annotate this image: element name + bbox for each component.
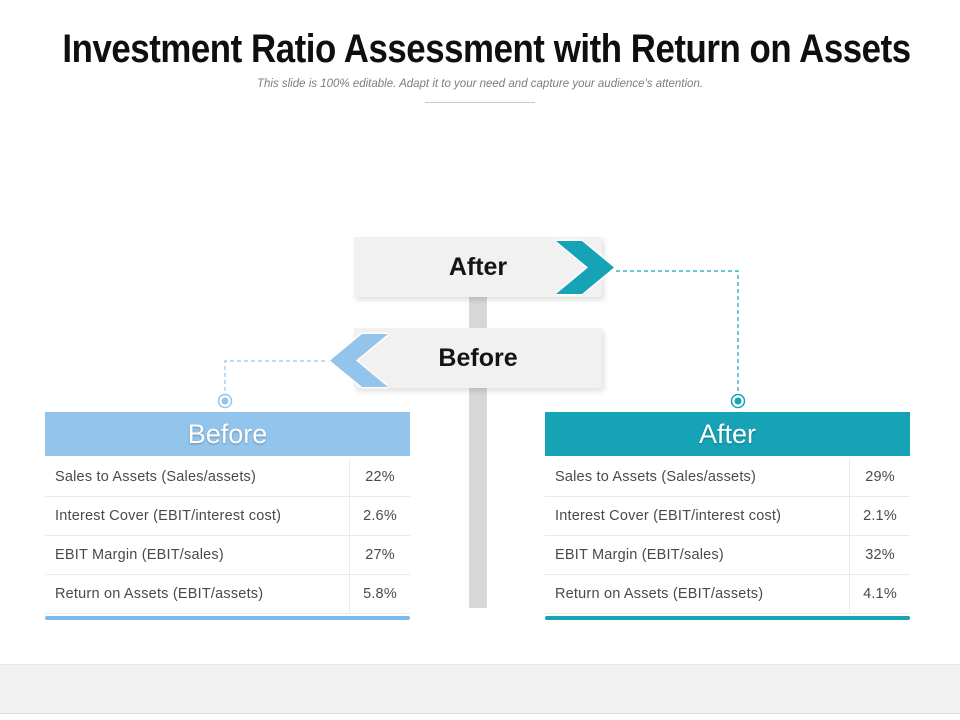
metric-label: Interest Cover (EBIT/interest cost) (55, 508, 282, 524)
metric-value: 2.6% (349, 497, 410, 535)
table-after-accent-bar (545, 616, 910, 620)
metric-label: Sales to Assets (Sales/assets) (555, 469, 757, 485)
signpost-pole (469, 250, 487, 608)
slide-subtitle: This slide is 100% editable. Adapt it to… (256, 78, 704, 90)
metric-label: Return on Assets (EBIT/assets) (55, 586, 264, 602)
metric-label: Sales to Assets (Sales/assets) (55, 469, 257, 485)
footer-band (0, 664, 960, 714)
connector-dot-after (734, 397, 742, 405)
metric-value: 2.1% (849, 497, 910, 535)
sign-before: Before (354, 328, 602, 388)
metric-label: EBIT Margin (EBIT/sales) (55, 547, 224, 563)
connector-dot-ring-after (730, 393, 746, 409)
table-before-accent-bar (45, 616, 410, 620)
page-title: Investment Ratio Assessment with Return … (62, 27, 911, 71)
connector-line-after (616, 270, 739, 394)
metric-value: 22% (349, 458, 410, 496)
connector-dot-before (221, 397, 229, 405)
metric-value: 29% (849, 458, 910, 496)
sign-before-label: Before (438, 343, 518, 372)
sign-after-label: After (448, 252, 508, 281)
sign-after: After (354, 237, 602, 297)
metric-value: 32% (849, 536, 910, 574)
table-row: Return on Assets (EBIT/assets) 4.1% (545, 575, 910, 614)
table-row: EBIT Margin (EBIT/sales) 32% (545, 536, 910, 575)
chevron-left-icon (327, 332, 388, 389)
table-after: After Sales to Assets (Sales/assets) 29%… (545, 412, 910, 620)
table-row: EBIT Margin (EBIT/sales) 27% (45, 536, 410, 575)
chevron-right-shape (556, 239, 617, 296)
metric-label: Return on Assets (EBIT/assets) (555, 586, 764, 602)
table-row: Sales to Assets (Sales/assets) 22% (45, 458, 410, 497)
metric-label: EBIT Margin (EBIT/sales) (555, 547, 724, 563)
metric-value: 5.8% (349, 575, 410, 613)
table-before-header: Before (45, 412, 410, 456)
metric-value: 4.1% (849, 575, 910, 613)
chevron-right-icon (556, 239, 617, 296)
metric-label: Interest Cover (EBIT/interest cost) (555, 508, 782, 524)
table-row: Interest Cover (EBIT/interest cost) 2.1% (545, 497, 910, 536)
chevron-left-shape (327, 332, 388, 389)
connector-line-before (224, 360, 332, 394)
table-row: Return on Assets (EBIT/assets) 5.8% (45, 575, 410, 614)
table-row: Sales to Assets (Sales/assets) 29% (545, 458, 910, 497)
table-before: Before Sales to Assets (Sales/assets) 22… (45, 412, 410, 620)
table-row: Interest Cover (EBIT/interest cost) 2.6% (45, 497, 410, 536)
metric-value: 27% (349, 536, 410, 574)
connector-dot-ring-before (217, 393, 233, 409)
subtitle-divider (425, 102, 535, 103)
table-after-header: After (545, 412, 910, 456)
